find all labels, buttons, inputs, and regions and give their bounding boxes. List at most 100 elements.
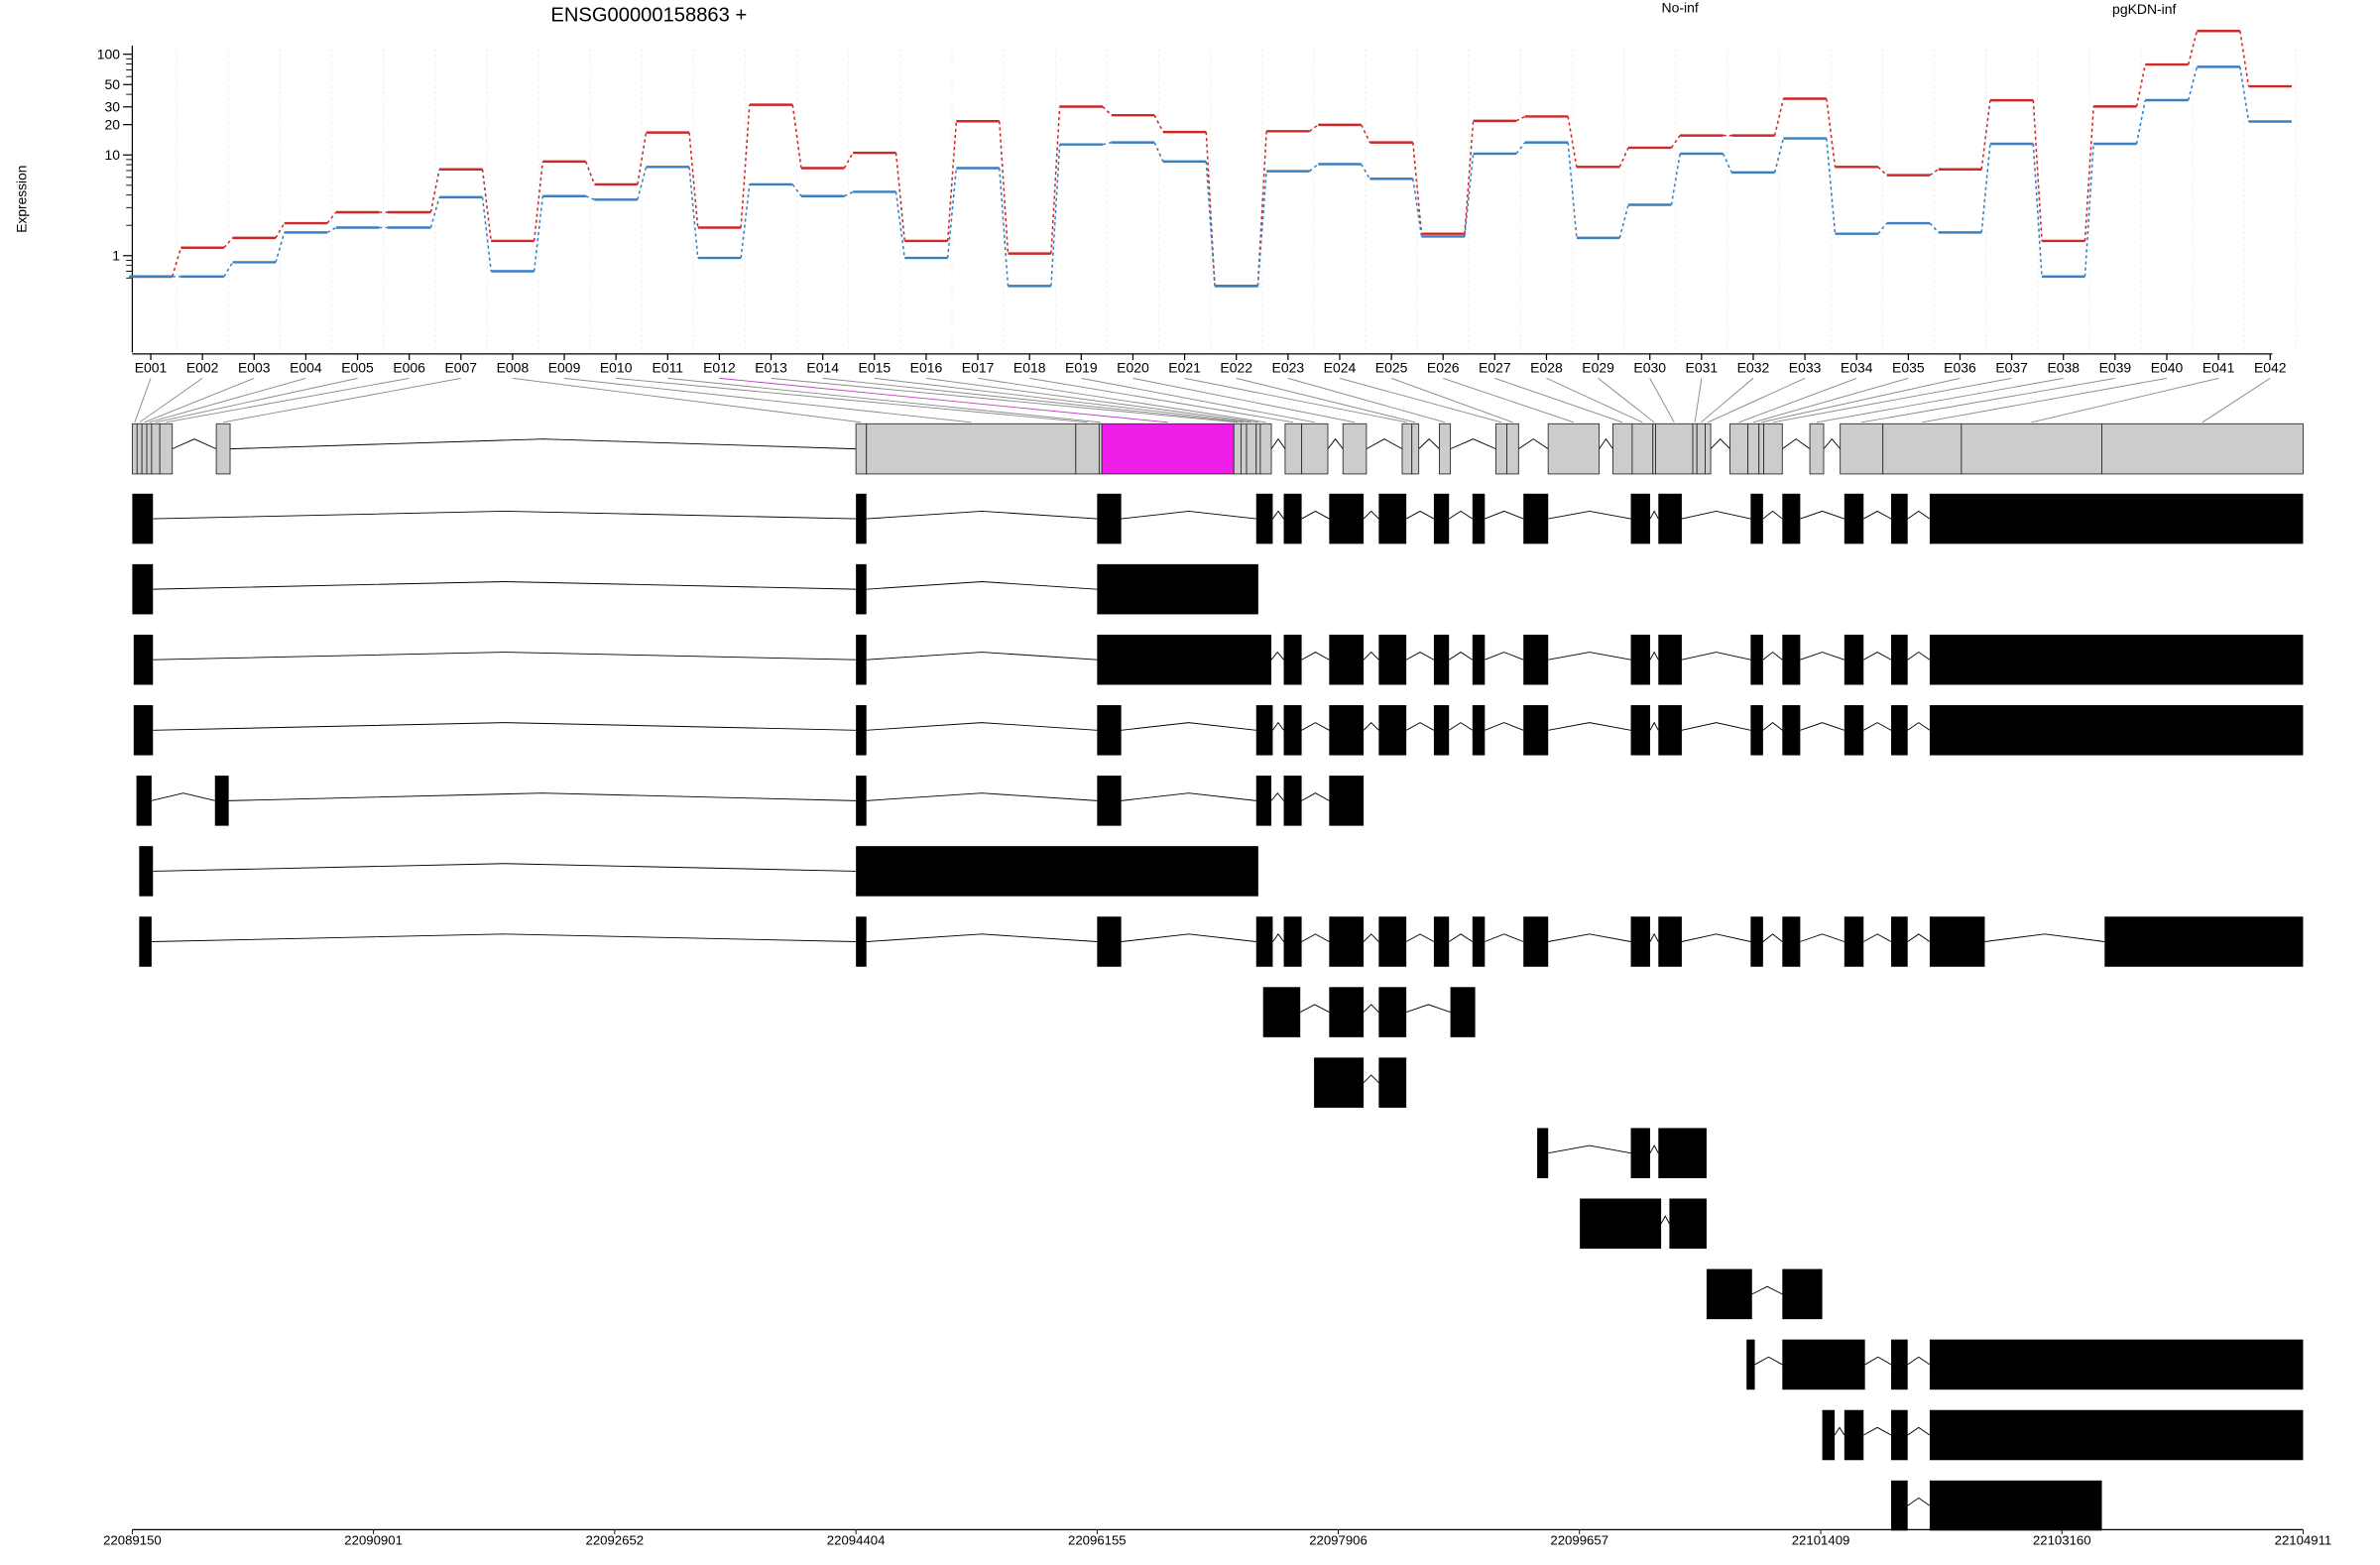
transcript-intron xyxy=(1548,510,1631,520)
x-tick-label: E017 xyxy=(962,359,995,375)
exon-e042 xyxy=(2101,422,2304,475)
transcript-intron xyxy=(1864,1356,1892,1366)
x-tick-label: E025 xyxy=(1375,359,1408,375)
transcript-exon xyxy=(1891,634,1908,685)
x-tick-label: E039 xyxy=(2099,359,2132,375)
transcript-exon xyxy=(1782,916,1801,967)
transcript-exon xyxy=(1329,776,1365,826)
x-tick-label: E022 xyxy=(1220,359,1252,375)
intron-line xyxy=(230,438,857,450)
y-tick-label: 50 xyxy=(104,76,120,92)
transcript-exon xyxy=(856,563,867,615)
transcript-exon xyxy=(133,705,154,756)
transcript-intron xyxy=(1863,933,1892,942)
transcript-intron xyxy=(1800,722,1844,731)
exon-connectors xyxy=(134,377,2271,423)
transcript-exon xyxy=(1329,987,1365,1037)
transcript-exon xyxy=(1523,705,1549,756)
transcript-model xyxy=(1262,987,1476,1037)
transcript-exon xyxy=(1283,493,1302,544)
transcript-intron xyxy=(1270,791,1284,801)
intron-line xyxy=(1599,437,1613,449)
exon-e003 xyxy=(141,422,148,475)
x-tick-label: E020 xyxy=(1117,359,1149,375)
exon-e006 xyxy=(159,422,174,475)
x-tick-label: E037 xyxy=(1995,359,2028,375)
exon-connector xyxy=(771,377,1238,423)
exon-connector xyxy=(1649,378,1675,423)
transcript-exon xyxy=(1262,987,1301,1037)
exon-connector xyxy=(1184,377,1407,423)
transcript-intron xyxy=(1649,651,1659,661)
transcript-exon xyxy=(1255,916,1273,967)
x-tick-label: E006 xyxy=(393,359,425,375)
transcript-exon xyxy=(1523,493,1549,544)
transcript-exon xyxy=(132,493,154,544)
x-tick-label: E008 xyxy=(497,359,530,375)
transcript-exon xyxy=(1750,916,1763,967)
transcript-exon xyxy=(1433,916,1450,967)
x-tick-label: E016 xyxy=(910,359,943,375)
transcript-exon xyxy=(1782,1339,1865,1390)
exon-connector xyxy=(667,377,1101,423)
transcript-intron xyxy=(1363,1074,1379,1083)
transcript-models xyxy=(132,493,2304,1531)
transcript-intron xyxy=(866,933,1098,942)
transcript-intron xyxy=(153,581,857,590)
transcript-model xyxy=(1746,1339,2304,1390)
transcript-intron xyxy=(1649,1144,1659,1153)
transcript-intron xyxy=(1907,722,1931,731)
transcript-exon xyxy=(1750,705,1763,756)
x-tick-label: E002 xyxy=(186,359,219,375)
transcript-exon xyxy=(1929,1480,2102,1531)
transcript-intron xyxy=(1863,722,1892,731)
exon-connector xyxy=(155,377,358,423)
series-pgkdn-inf xyxy=(129,65,2292,288)
transcript-exon xyxy=(1891,705,1908,756)
transcript-intron xyxy=(1272,721,1284,731)
x-tick-label: E009 xyxy=(548,359,581,375)
transcript-intron xyxy=(1301,722,1330,731)
y-axis-label: Expression xyxy=(13,166,29,233)
genomic-tick-label: 22103160 xyxy=(2033,1533,2091,1548)
x-tick-label: E003 xyxy=(238,359,271,375)
transcript-exon xyxy=(1472,493,1486,544)
transcript-exon xyxy=(1630,1128,1650,1178)
transcript-exon xyxy=(1283,705,1302,756)
transcript-exon xyxy=(1378,705,1407,756)
transcript-intron xyxy=(228,792,857,801)
transcript-model xyxy=(1891,1480,2102,1531)
series-connector xyxy=(172,31,2250,287)
transcript-exon xyxy=(1844,634,1864,685)
exon-e041 xyxy=(1961,422,2102,475)
exon-e001 xyxy=(131,422,138,475)
transcript-exon xyxy=(1746,1339,1755,1390)
transcript-exon xyxy=(1929,1409,2304,1461)
transcript-exon xyxy=(1844,916,1864,967)
exon-connector xyxy=(1287,377,1446,423)
transcript-intron xyxy=(1448,652,1474,661)
exon-connector xyxy=(1236,377,1416,423)
transcript-exon xyxy=(1750,493,1763,544)
exon-e022 xyxy=(1411,422,1420,475)
exon-connector xyxy=(1861,377,2115,423)
transcript-intron xyxy=(1863,510,1892,520)
exon-e035 xyxy=(1747,422,1760,475)
transcript-exon xyxy=(1097,776,1122,826)
exon-connector xyxy=(977,377,1266,423)
transcript-intron xyxy=(1907,510,1931,520)
transcript-model xyxy=(1580,1198,1707,1250)
y-tick-label: 20 xyxy=(104,116,120,132)
transcript-exon xyxy=(1580,1198,1662,1250)
transcript-model xyxy=(132,493,2304,544)
transcript-exon xyxy=(1378,916,1407,967)
transcript-intron xyxy=(866,722,1098,731)
transcript-exon xyxy=(1329,634,1365,685)
transcript-exon xyxy=(1097,705,1122,756)
exon-e020 xyxy=(1342,422,1368,475)
x-tick-label: E042 xyxy=(2254,359,2287,375)
transcript-exon xyxy=(1433,705,1450,756)
exon-e030 xyxy=(1655,422,1694,475)
exon-connector xyxy=(1772,377,2012,423)
